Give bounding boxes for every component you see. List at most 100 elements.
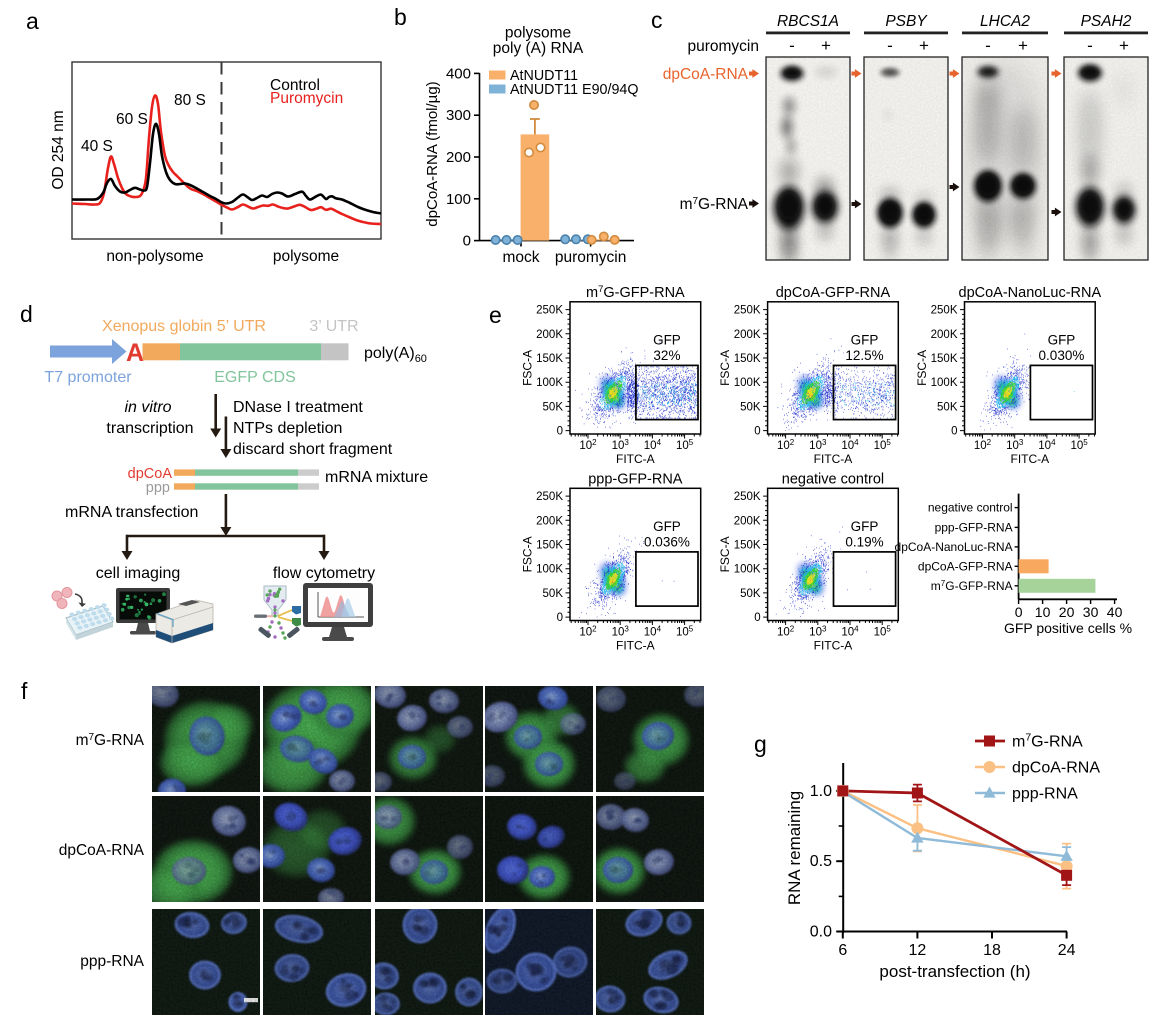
svg-text:transcription: transcription	[106, 420, 193, 437]
svg-text:puromycin: puromycin	[688, 38, 760, 55]
svg-text:negative control: negative control	[928, 501, 1013, 515]
svg-text:dpCoA-GFP-RNA: dpCoA-GFP-RNA	[776, 285, 891, 301]
svg-text:dpCoA-NanoLuc-RNA: dpCoA-NanoLuc-RNA	[895, 540, 1013, 554]
svg-text:FITC-A: FITC-A	[1011, 452, 1050, 466]
svg-text:102: 102	[579, 624, 597, 639]
svg-text:PSAH2: PSAH2	[1081, 13, 1132, 30]
svg-text:50K: 50K	[937, 401, 958, 413]
svg-text:a: a	[26, 8, 39, 34]
svg-text:250K: 250K	[931, 305, 958, 317]
svg-text:100K: 100K	[734, 377, 761, 389]
svg-text:200K: 200K	[734, 329, 761, 341]
svg-text:32%: 32%	[653, 348, 680, 363]
svg-text:0.0: 0.0	[810, 924, 832, 941]
svg-text:FSC-A: FSC-A	[718, 350, 732, 386]
svg-text:-: -	[985, 36, 991, 55]
svg-text:50K: 50K	[543, 588, 564, 600]
svg-text:50K: 50K	[543, 401, 564, 413]
svg-text:50K: 50K	[740, 588, 761, 600]
svg-text:dpCoA-RNA: dpCoA-RNA	[59, 842, 145, 859]
svg-text:flow cytometry: flow cytometry	[273, 565, 375, 582]
svg-text:c: c	[651, 7, 663, 33]
svg-text:RNA remaining: RNA remaining	[785, 791, 804, 905]
svg-text:mRNA mixture: mRNA mixture	[325, 469, 428, 486]
svg-text:105: 105	[676, 438, 694, 453]
svg-text:ppp-RNA: ppp-RNA	[80, 953, 144, 970]
svg-text:105: 105	[1070, 438, 1088, 453]
svg-text:200K: 200K	[536, 329, 563, 341]
svg-text:250K: 250K	[536, 305, 563, 317]
svg-text:FSC-A: FSC-A	[718, 536, 732, 572]
svg-text:100K: 100K	[536, 564, 563, 576]
svg-text:b: b	[394, 4, 407, 30]
svg-text:104: 104	[841, 624, 859, 639]
svg-text:400: 400	[446, 65, 471, 82]
svg-text:+: +	[1018, 36, 1028, 55]
svg-text:Puromycin: Puromycin	[270, 90, 343, 107]
svg-text:104: 104	[644, 624, 662, 639]
svg-text:in vitro: in vitro	[124, 399, 171, 416]
svg-text:105: 105	[874, 438, 892, 453]
svg-text:100K: 100K	[536, 377, 563, 389]
svg-text:102: 102	[777, 438, 795, 453]
svg-text:T7 promoter: T7 promoter	[44, 369, 132, 386]
svg-text:50K: 50K	[740, 401, 761, 413]
svg-text:f: f	[21, 678, 28, 704]
svg-text:+: +	[919, 36, 929, 55]
svg-text:12: 12	[909, 942, 927, 959]
svg-text:105: 105	[874, 624, 892, 639]
svg-text:post-transfection (h): post-transfection (h)	[879, 962, 1030, 981]
svg-text:0: 0	[463, 233, 471, 250]
svg-text:0: 0	[1015, 604, 1023, 620]
svg-text:GFP: GFP	[653, 519, 681, 534]
svg-text:103: 103	[612, 624, 630, 639]
svg-text:250K: 250K	[536, 491, 563, 503]
svg-text:200K: 200K	[734, 515, 761, 527]
svg-text:cell imaging: cell imaging	[96, 565, 180, 582]
svg-text:12.5%: 12.5%	[845, 348, 883, 363]
svg-text:NTPs depletion: NTPs depletion	[233, 420, 342, 437]
svg-text:103: 103	[809, 624, 827, 639]
svg-text:1.0: 1.0	[810, 783, 832, 800]
svg-text:0.19%: 0.19%	[845, 534, 883, 549]
svg-text:FSC-A: FSC-A	[521, 350, 535, 386]
svg-text:m7G-RNA: m7G-RNA	[1012, 732, 1083, 751]
svg-text:ppp-GFP-RNA: ppp-GFP-RNA	[588, 471, 683, 487]
svg-text:150K: 150K	[536, 540, 563, 552]
svg-text:10: 10	[1035, 604, 1051, 620]
svg-text:m7G-RNA: m7G-RNA	[680, 196, 749, 214]
svg-text:DNase I treatment: DNase I treatment	[233, 399, 363, 416]
svg-text:3’ UTR: 3’ UTR	[309, 318, 358, 335]
svg-text:100: 100	[446, 191, 471, 208]
svg-text:18: 18	[983, 942, 1001, 959]
svg-text:250K: 250K	[734, 305, 761, 317]
svg-text:0: 0	[754, 612, 760, 624]
svg-text:40 S: 40 S	[81, 138, 113, 155]
svg-text:ppp-GFP-RNA: ppp-GFP-RNA	[935, 520, 1013, 534]
svg-text:dpCoA-RNA (fmol/µg): dpCoA-RNA (fmol/µg)	[424, 81, 441, 226]
svg-text:FITC-A: FITC-A	[616, 452, 655, 466]
svg-text:0: 0	[557, 612, 563, 624]
svg-text:FITC-A: FITC-A	[814, 639, 853, 653]
svg-text:polysome: polysome	[273, 248, 339, 265]
svg-text:150K: 150K	[734, 540, 761, 552]
svg-text:dpCoA-NanoLuc-RNA: dpCoA-NanoLuc-RNA	[959, 285, 1102, 301]
svg-text:ppp-RNA: ppp-RNA	[1012, 786, 1078, 803]
svg-text:0: 0	[557, 426, 563, 438]
svg-text:m7G-RNA: m7G-RNA	[76, 732, 145, 750]
svg-text:FSC-A: FSC-A	[521, 536, 535, 572]
svg-text:dpCoA-RNA: dpCoA-RNA	[663, 66, 749, 83]
svg-text:60 S: 60 S	[116, 111, 148, 128]
svg-text:300: 300	[446, 107, 471, 124]
svg-text:200: 200	[446, 149, 471, 166]
svg-text:104: 104	[841, 438, 859, 453]
svg-text:OD 254 nm: OD 254 nm	[50, 110, 67, 189]
svg-text:-: -	[1087, 36, 1093, 55]
svg-text:102: 102	[579, 438, 597, 453]
svg-text:FITC-A: FITC-A	[616, 639, 655, 653]
svg-text:ppp: ppp	[146, 480, 170, 496]
svg-text:mRNA transfection: mRNA transfection	[65, 504, 198, 521]
svg-text:102: 102	[777, 624, 795, 639]
svg-text:Control: Control	[270, 77, 320, 94]
svg-text:103: 103	[612, 438, 630, 453]
